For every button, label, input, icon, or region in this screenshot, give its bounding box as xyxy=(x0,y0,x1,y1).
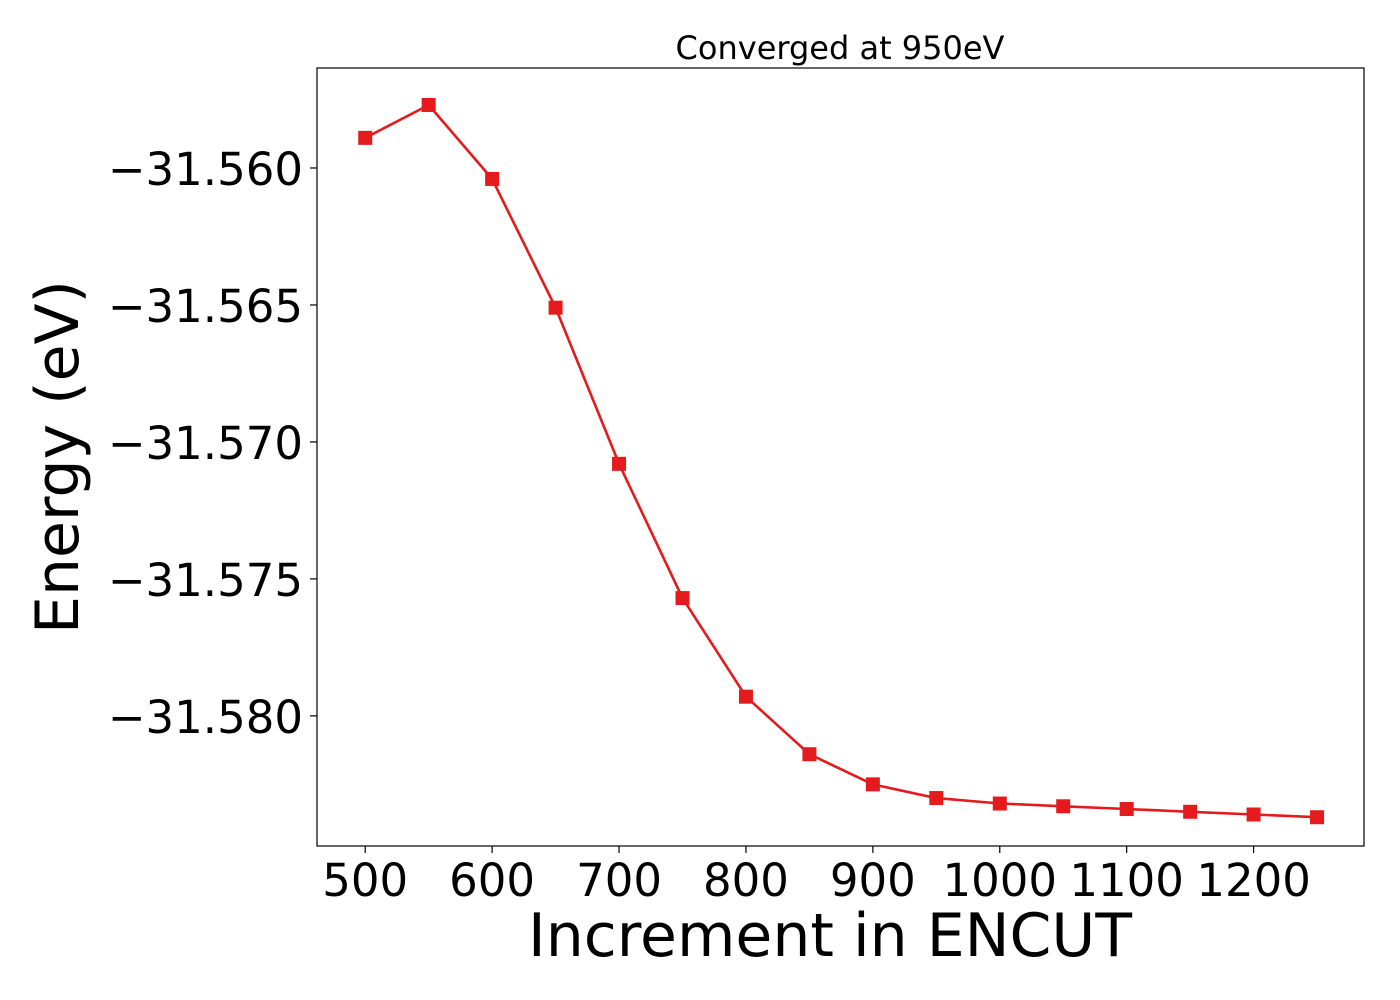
data-point xyxy=(675,591,690,606)
x-axis-label: Increment in ENCUT xyxy=(528,901,1132,971)
data-point xyxy=(421,97,436,112)
data-point xyxy=(485,171,500,186)
data-point xyxy=(1056,799,1071,814)
data-point xyxy=(1246,807,1261,822)
x-tick-label: 600 xyxy=(449,854,535,907)
x-tick-label: 1000 xyxy=(943,854,1058,907)
chart-title: Converged at 950eV xyxy=(676,29,1005,67)
y-tick-label: −31.570 xyxy=(108,417,303,470)
data-point xyxy=(358,130,373,145)
x-tick-label: 900 xyxy=(830,854,916,907)
y-axis-label: Energy (eV) xyxy=(23,280,93,634)
axis-ticks: 500 600 700 800 900 1000 1100 1200 −31.560 −31.56… xyxy=(108,143,1311,907)
y-tick-label: −31.560 xyxy=(108,143,303,196)
data-point xyxy=(612,456,627,471)
plot-area xyxy=(316,67,1365,847)
data-point xyxy=(548,300,563,315)
x-tick-label: 700 xyxy=(576,854,662,907)
data-point xyxy=(1119,802,1134,817)
x-tick-label: 800 xyxy=(703,854,789,907)
x-tick-label: 500 xyxy=(322,854,408,907)
data-point xyxy=(865,777,880,792)
data-point xyxy=(1183,804,1198,819)
y-tick-label: −31.575 xyxy=(108,554,303,607)
data-point xyxy=(992,796,1007,811)
data-point xyxy=(1310,810,1325,825)
series-energy xyxy=(358,97,1325,825)
x-tick-label: 1100 xyxy=(1069,854,1184,907)
data-point xyxy=(738,689,753,704)
plot-frame xyxy=(316,67,1365,847)
series-line xyxy=(364,103,1318,819)
y-tick-label: −31.580 xyxy=(108,691,303,744)
data-point xyxy=(929,791,944,806)
data-point xyxy=(802,747,817,762)
y-tick-label: −31.565 xyxy=(108,280,303,333)
x-tick-label: 1200 xyxy=(1196,854,1311,907)
